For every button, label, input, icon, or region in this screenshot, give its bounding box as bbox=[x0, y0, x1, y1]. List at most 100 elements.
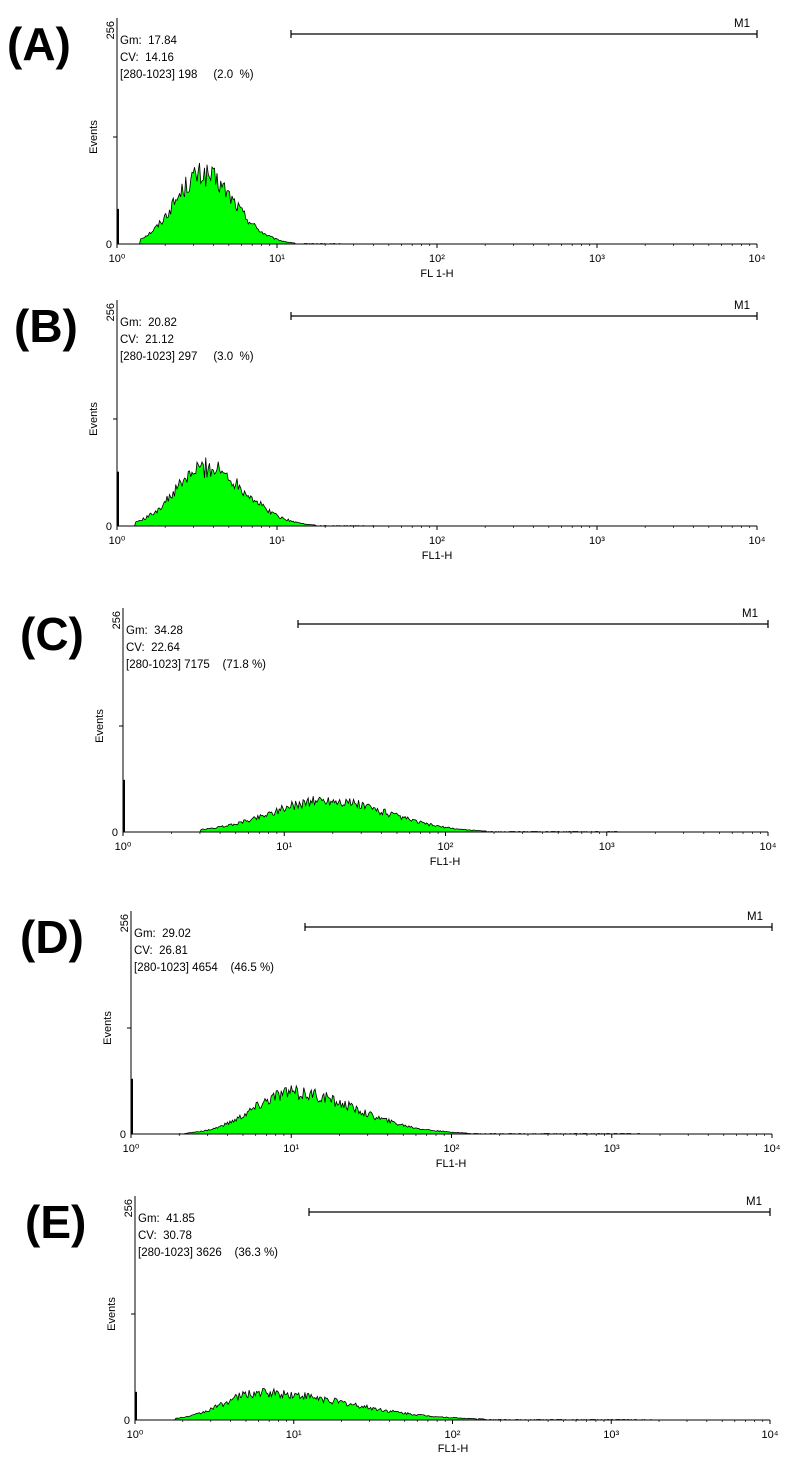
stats-box: Gm: 29.02 CV: 26.81 [280-1023] 4654 (46.… bbox=[134, 928, 274, 974]
y-tick-zero: 0 bbox=[112, 827, 118, 839]
histogram bbox=[131, 1078, 772, 1135]
stat-range: [280-1023] 7175 (71.8 %) bbox=[126, 659, 266, 671]
x-tick-label: 10⁴ bbox=[749, 253, 766, 265]
stat-range: [280-1023] 297 (3.0 %) bbox=[120, 351, 254, 363]
stat-range: [280-1023] 4654 (46.5 %) bbox=[134, 962, 274, 974]
marker-label: M1 bbox=[734, 18, 750, 30]
x-tick-label: 10¹ bbox=[269, 535, 285, 547]
x-tick-label: 10¹ bbox=[269, 253, 285, 265]
x-tick-label: 10² bbox=[445, 1429, 461, 1441]
y-tick-max: 256 bbox=[119, 914, 131, 932]
panel-label: (C) bbox=[20, 608, 84, 660]
x-axis-label: FL 1-H bbox=[420, 268, 453, 280]
x-ticks: 10⁰ 10¹ 10² 10³ 10⁴ bbox=[115, 832, 777, 853]
x-ticks: 10⁰ 10¹ 10² 10³ 10⁴ bbox=[109, 526, 766, 547]
x-tick-label: 10² bbox=[438, 841, 454, 853]
x-tick-label: 10⁰ bbox=[123, 1143, 140, 1155]
panel-label: (D) bbox=[20, 911, 84, 963]
x-axis-label: FL1-H bbox=[422, 550, 453, 562]
marker-label: M1 bbox=[746, 1196, 762, 1208]
stat-gm: Gm: 29.02 bbox=[134, 928, 191, 940]
y-axis-label: Events bbox=[88, 120, 100, 154]
panel-c: (C) M1 Gm: 34.28 CV: 22.64 [280-1023] 71… bbox=[20, 608, 777, 868]
marker-m1: M1 bbox=[304, 911, 773, 931]
y-axis-label: Events bbox=[106, 1297, 118, 1331]
x-tick-label: 10² bbox=[429, 535, 445, 547]
x-tick-label: 10⁴ bbox=[749, 535, 766, 547]
x-tick-label: 10² bbox=[429, 253, 445, 265]
marker-m1: M1 bbox=[308, 1196, 771, 1216]
x-tick-label: 10¹ bbox=[286, 1429, 302, 1441]
histogram-area bbox=[117, 457, 757, 526]
y-axis-label: Events bbox=[88, 402, 100, 436]
histogram bbox=[123, 779, 768, 833]
stats-box: Gm: 34.28 CV: 22.64 [280-1023] 7175 (71.… bbox=[126, 625, 266, 671]
panel-a: (A) M1 Gm: 17.84 CV: 14.16 [280-1023] 19… bbox=[7, 18, 766, 280]
x-tick-label: 10⁴ bbox=[760, 841, 777, 853]
stat-range: [280-1023] 198 (2.0 %) bbox=[120, 69, 254, 81]
x-tick-label: 10³ bbox=[589, 535, 605, 547]
x-tick-label: 10¹ bbox=[276, 841, 292, 853]
marker-m1: M1 bbox=[290, 300, 758, 320]
stat-cv: CV: 30.78 bbox=[138, 1230, 192, 1242]
stat-gm: Gm: 41.85 bbox=[138, 1213, 195, 1225]
x-axis-label: FL1-H bbox=[438, 1443, 469, 1455]
panel-b: (B) M1 Gm: 20.82 CV: 21.12 [280-1023] 29… bbox=[14, 300, 766, 562]
stats-box: Gm: 41.85 CV: 30.78 [280-1023] 3626 (36.… bbox=[138, 1213, 278, 1259]
x-tick-label: 10³ bbox=[599, 841, 615, 853]
marker-m1: M1 bbox=[297, 608, 769, 628]
histogram-area bbox=[135, 1388, 770, 1420]
y-axis-label: Events bbox=[94, 709, 106, 743]
axes: 256 0 Events 10⁰ 10¹ 10² 10³ 10⁴ FL1-H bbox=[106, 1196, 779, 1455]
marker-label: M1 bbox=[734, 300, 750, 312]
y-axis-label: Events bbox=[102, 1011, 114, 1045]
panel-label: (A) bbox=[7, 18, 71, 70]
stats-box: Gm: 17.84 CV: 14.16 [280-1023] 198 (2.0 … bbox=[120, 35, 254, 81]
x-tick-label: 10⁰ bbox=[109, 535, 126, 547]
x-tick-label: 10⁴ bbox=[764, 1143, 781, 1155]
stat-range: [280-1023] 3626 (36.3 %) bbox=[138, 1247, 278, 1259]
histogram-area bbox=[117, 162, 757, 244]
stat-gm: Gm: 34.28 bbox=[126, 625, 183, 637]
axes: 256 0 Events 10⁰ 10¹ 10² 10³ 10⁴ FL1-H bbox=[88, 300, 766, 562]
stats-box: Gm: 20.82 CV: 21.12 [280-1023] 297 (3.0 … bbox=[120, 317, 254, 363]
x-tick-label: 10³ bbox=[603, 1429, 619, 1441]
marker-m1: M1 bbox=[290, 18, 758, 38]
x-axis-label: FL1-H bbox=[436, 1158, 467, 1170]
stat-gm: Gm: 20.82 bbox=[120, 317, 177, 329]
histogram bbox=[135, 1387, 770, 1421]
axes: 256 0 Events 10⁰ 10¹ 10² 10³ 10⁴ FL1-H bbox=[94, 608, 777, 868]
panel-e: (E) M1 Gm: 41.85 CV: 30.78 [280-1023] 36… bbox=[25, 1196, 779, 1455]
x-tick-label: 10⁴ bbox=[762, 1429, 779, 1441]
histogram bbox=[117, 162, 757, 245]
histogram bbox=[117, 457, 757, 527]
marker-label: M1 bbox=[742, 608, 758, 620]
x-tick-label: 10¹ bbox=[283, 1143, 299, 1155]
x-axis-label: FL1-H bbox=[430, 856, 461, 868]
marker-label: M1 bbox=[747, 911, 763, 923]
x-tick-label: 10³ bbox=[589, 253, 605, 265]
histogram-area bbox=[131, 1085, 772, 1134]
panel-label: (B) bbox=[14, 300, 78, 352]
stat-cv: CV: 21.12 bbox=[120, 334, 174, 346]
y-tick-max: 256 bbox=[105, 21, 117, 39]
y-tick-zero: 0 bbox=[106, 521, 112, 533]
axes: 256 0 Events 10⁰ 10¹ 10² 10³ 10⁴ FL 1-H bbox=[88, 18, 766, 280]
x-ticks: 10⁰ 10¹ 10² 10³ 10⁴ bbox=[123, 1134, 781, 1155]
x-tick-label: 10² bbox=[444, 1143, 460, 1155]
stat-gm: Gm: 17.84 bbox=[120, 35, 177, 47]
y-tick-zero: 0 bbox=[106, 239, 112, 251]
x-ticks: 10⁰ 10¹ 10² 10³ 10⁴ bbox=[127, 1420, 779, 1441]
histogram-outline bbox=[123, 796, 768, 833]
panel-label: (E) bbox=[25, 1196, 86, 1248]
y-tick-max: 256 bbox=[105, 303, 117, 321]
y-tick-max: 256 bbox=[111, 611, 123, 629]
stat-cv: CV: 22.64 bbox=[126, 642, 181, 654]
y-tick-zero: 0 bbox=[124, 1415, 130, 1427]
panel-d: (D) M1 Gm: 29.02 CV: 26.81 [280-1023] 46… bbox=[20, 911, 781, 1170]
x-tick-label: 10⁰ bbox=[115, 841, 132, 853]
stat-cv: CV: 14.16 bbox=[120, 52, 174, 64]
histogram-area bbox=[123, 796, 768, 832]
y-tick-max: 256 bbox=[123, 1199, 135, 1217]
